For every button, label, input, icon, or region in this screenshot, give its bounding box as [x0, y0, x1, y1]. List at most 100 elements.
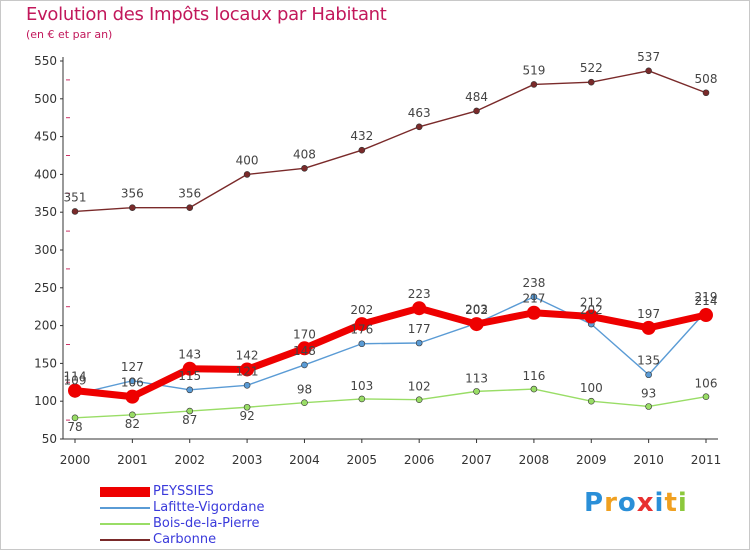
x-tick-label: 2007 [461, 453, 492, 467]
data-point-peyssies [68, 383, 82, 398]
data-point-peyssies [297, 341, 312, 356]
legend-label-lafitte-vigordane: Lafitte-Vigordane [153, 500, 265, 515]
data-label-peyssies: 214 [695, 294, 718, 308]
data-label-carbonne: 519 [522, 63, 545, 77]
data-label-peyssies: 202 [465, 303, 488, 317]
data-label-lafitte-vigordane: 219 [695, 290, 718, 304]
data-point-bois-de-la-pierre [358, 395, 366, 403]
data-point-peyssies [125, 389, 140, 404]
data-label-peyssies: 142 [236, 348, 259, 362]
logo-letter: o [617, 488, 637, 518]
data-label-peyssies: 106 [121, 376, 144, 390]
legend-swatch-peyssies [100, 487, 150, 497]
data-point-bois-de-la-pierre [473, 388, 480, 395]
data-point-lafitte-vigordane [358, 340, 366, 348]
data-point-carbonne [530, 81, 538, 88]
series-line-peyssies [71, 304, 710, 401]
data-point-lafitte-vigordane [129, 377, 136, 385]
x-tick-label: 2010 [633, 453, 664, 467]
y-tick-label: 400 [34, 167, 57, 181]
data-label-peyssies: 170 [293, 327, 316, 341]
data-point-peyssies [182, 361, 197, 376]
data-label-carbonne: 537 [637, 50, 660, 64]
data-point-peyssies [584, 309, 599, 324]
series-line-bois-de-la-pierre [74, 388, 707, 419]
data-label-peyssies: 223 [408, 287, 431, 301]
data-point-carbonne [358, 146, 366, 154]
x-tick-label: 2011 [691, 453, 722, 467]
logo-letter: x [636, 488, 655, 518]
x-tick-label: 2001 [117, 453, 148, 467]
x-tick-label: 2002 [174, 453, 205, 467]
data-label-carbonne: 356 [178, 187, 201, 201]
data-point-bois-de-la-pierre [415, 396, 423, 403]
x-tick-label: 2006 [404, 453, 435, 467]
series-line-carbonne [74, 70, 707, 213]
legend-label-carbonne: Carbonne [153, 532, 217, 547]
data-point-carbonne [473, 107, 480, 115]
data-label-carbonne: 484 [465, 90, 488, 104]
x-tick-label: 2009 [576, 453, 607, 467]
legend-swatch-carbonne [100, 539, 150, 541]
data-point-peyssies [412, 301, 427, 316]
data-label-bois-de-la-pierre: 106 [695, 377, 718, 391]
x-tick-label: 2004 [289, 453, 320, 467]
data-label-bois-de-la-pierre: 113 [465, 371, 488, 385]
x-tick-label: 2005 [347, 453, 378, 467]
data-label-peyssies: 143 [178, 348, 201, 362]
data-label-carbonne: 508 [695, 72, 718, 86]
data-point-lafitte-vigordane [530, 293, 538, 301]
data-label-carbonne: 400 [236, 153, 259, 167]
data-point-bois-de-la-pierre [243, 403, 251, 411]
data-label-bois-de-la-pierre: 98 [297, 383, 312, 397]
data-point-carbonne [587, 78, 595, 86]
data-label-bois-de-la-pierre: 92 [239, 409, 254, 423]
data-point-lafitte-vigordane [645, 371, 652, 379]
data-point-peyssies [469, 317, 484, 332]
data-label-lafitte-vigordane: 121 [236, 364, 259, 378]
data-point-bois-de-la-pierre [645, 403, 652, 410]
data-label-lafitte-vigordane: 177 [408, 322, 431, 336]
y-tick-label: 300 [34, 243, 57, 257]
data-label-lafitte-vigordane: 127 [121, 360, 144, 374]
data-point-peyssies [354, 317, 369, 332]
data-label-peyssies: 212 [580, 296, 603, 310]
logo-letter: t [664, 488, 678, 518]
data-label-bois-de-la-pierre: 78 [67, 420, 82, 434]
logo-letter: r [604, 488, 618, 518]
data-label-bois-de-la-pierre: 116 [522, 369, 545, 383]
data-label-bois-de-la-pierre: 102 [408, 380, 431, 394]
data-point-carbonne [129, 204, 136, 211]
data-label-lafitte-vigordane: 176 [350, 323, 373, 337]
data-label-bois-de-la-pierre: 103 [350, 379, 373, 393]
data-point-bois-de-la-pierre [186, 407, 194, 415]
series-line-lafitte-vigordane [74, 296, 707, 396]
data-label-carbonne: 432 [350, 129, 373, 143]
legend-swatch-bois-de-la-pierre [100, 523, 150, 525]
data-point-carbonne [415, 123, 423, 131]
x-tick-label: 2008 [519, 453, 550, 467]
y-tick-label: 250 [34, 281, 57, 295]
data-label-bois-de-la-pierre: 93 [641, 386, 656, 400]
data-point-bois-de-la-pierre [71, 414, 79, 422]
logo-letter: P [584, 488, 605, 518]
data-label-carbonne: 356 [121, 187, 144, 201]
proxiti-logo: Proxiti [584, 488, 688, 518]
data-label-lafitte-vigordane: 202 [580, 303, 603, 317]
data-label-peyssies: 217 [522, 292, 545, 306]
y-tick-label: 550 [34, 54, 57, 68]
data-label-peyssies: 114 [64, 370, 87, 384]
data-label-lafitte-vigordane: 109 [64, 373, 87, 387]
data-label-carbonne: 351 [64, 190, 87, 204]
chart-title: Evolution des Impôts locaux par Habitant [26, 4, 387, 25]
data-label-carbonne: 408 [293, 147, 316, 161]
data-point-carbonne [71, 208, 79, 215]
y-tick-label: 450 [34, 130, 57, 144]
legend-label-bois-de-la-pierre: Bois-de-la-Pierre [153, 516, 260, 531]
y-tick-label: 50 [42, 432, 57, 446]
chart-subtitle: (en € et par an) [26, 28, 113, 41]
data-point-bois-de-la-pierre [530, 385, 538, 393]
logo-letter: i [677, 488, 688, 518]
x-tick-label: 2003 [232, 453, 263, 467]
data-point-peyssies [240, 362, 255, 377]
